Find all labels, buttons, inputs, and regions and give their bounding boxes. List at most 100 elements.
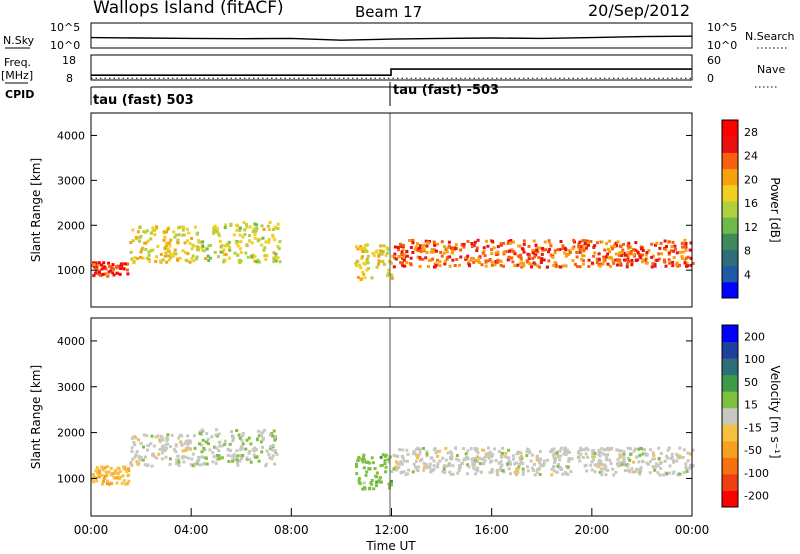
heatmap-cell <box>447 240 451 244</box>
heatmap-cell <box>685 264 688 268</box>
heatmap-cell <box>533 473 537 477</box>
heatmap-cell <box>245 438 249 442</box>
heatmap-cell <box>539 463 543 467</box>
heatmap-cell <box>598 454 602 458</box>
heatmap-cell <box>178 225 182 229</box>
heatmap-cell <box>496 245 500 249</box>
heatmap-cell <box>416 469 420 473</box>
heatmap-cell <box>638 254 642 258</box>
heatmap-cell <box>268 221 272 224</box>
heatmap-cell <box>622 251 626 255</box>
heatmap-cell <box>626 463 630 466</box>
heatmap-cell <box>395 468 399 472</box>
heatmap-cell <box>573 262 577 266</box>
heatmap-cell <box>487 446 490 450</box>
heatmap-cell <box>98 472 102 476</box>
heatmap-cell <box>593 451 597 455</box>
heatmap-cell <box>554 456 558 460</box>
heatmap-cell <box>256 239 260 243</box>
heatmap-cell <box>566 465 570 469</box>
heatmap-cell <box>608 250 612 254</box>
heatmap-cell <box>429 456 433 460</box>
heatmap-cell <box>144 241 148 245</box>
heatmap-cell <box>380 252 384 256</box>
heatmap-cell <box>240 438 244 442</box>
nsearch-tick-bottom: 10^0 <box>707 39 737 52</box>
heatmap-cell <box>186 239 189 243</box>
heatmap-cell <box>547 259 551 263</box>
heatmap-cell <box>100 473 104 477</box>
heatmap-cell <box>377 253 381 257</box>
heatmap-cell <box>542 459 546 463</box>
heatmap-cell <box>362 481 366 485</box>
heatmap-cell <box>115 266 119 270</box>
heatmap-cell <box>629 245 633 249</box>
heatmap-cell <box>271 233 275 237</box>
heatmap-cell <box>218 234 221 238</box>
nsearch-tick-top: 10^5 <box>707 21 737 34</box>
heatmap-cell <box>169 445 172 449</box>
heatmap-cell <box>394 454 398 458</box>
heatmap-cell <box>558 458 562 462</box>
heatmap-cell <box>233 251 237 255</box>
heatmap-cell <box>248 239 252 243</box>
heatmap-cell <box>506 462 510 466</box>
heatmap-cell <box>379 480 383 484</box>
heatmap-cell <box>652 457 656 461</box>
heatmap-cell <box>193 225 197 229</box>
heatmap-cell <box>606 252 610 256</box>
heatmap-cell <box>102 476 106 480</box>
y-tick-label: 4000 <box>57 335 85 348</box>
heatmap-cell <box>400 253 404 257</box>
heatmap-cell <box>243 233 247 236</box>
heatmap-cell <box>672 459 676 463</box>
heatmap-cell <box>485 239 488 243</box>
heatmap-cell <box>108 265 112 268</box>
heatmap-cell <box>675 251 679 255</box>
heatmap-cell <box>189 463 193 467</box>
heatmap-cell <box>440 240 444 244</box>
heatmap-cell <box>405 472 409 476</box>
colorbar-segment <box>722 200 738 218</box>
heatmap-cell <box>276 222 280 226</box>
heatmap-cell <box>678 446 682 450</box>
heatmap-cell <box>515 468 519 472</box>
heatmap-cell <box>444 248 448 251</box>
heatmap-cell <box>684 465 688 469</box>
heatmap-cell <box>355 472 359 476</box>
heatmap-cell <box>616 458 620 462</box>
heatmap-cell <box>100 465 104 469</box>
heatmap-cell <box>235 223 239 227</box>
heatmap-cell <box>490 263 494 267</box>
heatmap-cell <box>670 452 674 456</box>
heatmap-cell <box>568 250 572 254</box>
heatmap-cell <box>158 447 162 451</box>
heatmap-cell <box>176 238 180 242</box>
heatmap-cell <box>391 254 395 258</box>
heatmap-cell <box>586 455 590 459</box>
heatmap-cell <box>614 252 618 256</box>
heatmap-cell <box>473 461 476 465</box>
heatmap-cell <box>620 254 624 257</box>
heatmap-cell <box>654 462 658 466</box>
heatmap-cell <box>175 461 178 465</box>
heatmap-cell <box>166 442 169 446</box>
heatmap-cell <box>534 253 538 257</box>
heatmap-cell <box>622 450 626 454</box>
heatmap-cell <box>236 458 240 462</box>
heatmap-cell <box>386 247 390 251</box>
heatmap-cell <box>255 455 259 459</box>
heatmap-cell <box>538 458 542 462</box>
heatmap-cell <box>365 470 369 474</box>
heatmap-cell <box>686 451 690 455</box>
heatmap-cell <box>164 251 168 255</box>
heatmap-cell <box>507 255 511 259</box>
freq-label: Freq. <box>4 56 31 69</box>
cpid-label-second: tau (fast) -503 <box>393 83 499 98</box>
heatmap-cell <box>625 258 629 262</box>
heatmap-cell <box>598 264 602 268</box>
heatmap-cell <box>634 258 638 262</box>
heatmap-cell <box>502 264 505 268</box>
heatmap-cell <box>446 451 450 455</box>
